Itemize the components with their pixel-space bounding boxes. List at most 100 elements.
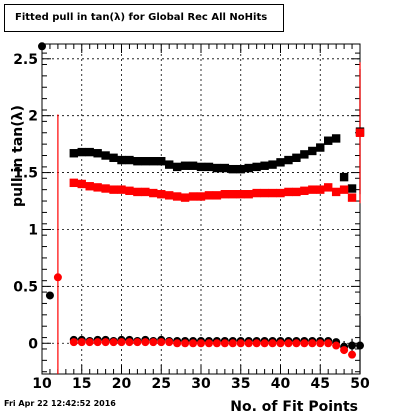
data-point-circle bbox=[149, 338, 158, 347]
marker-layer bbox=[38, 42, 365, 359]
data-point-square bbox=[339, 172, 349, 182]
x-tick-label: 35 bbox=[231, 376, 250, 392]
tick-layer: 10 15 20 25 30 35 40 45 50 0 0.5 1 1.5 2 2.5 bbox=[13, 44, 370, 392]
data-point-square bbox=[69, 178, 78, 188]
data-point-square bbox=[101, 184, 110, 193]
data-point-circle bbox=[204, 339, 213, 348]
data-point-circle bbox=[276, 339, 285, 348]
data-point-circle bbox=[348, 350, 357, 359]
data-point-square bbox=[85, 147, 94, 157]
data-point-circle bbox=[117, 338, 126, 347]
x-tick-label: 15 bbox=[72, 376, 91, 392]
x-tick-label: 25 bbox=[152, 376, 171, 392]
data-point-circle bbox=[173, 339, 182, 348]
data-point-square bbox=[220, 190, 230, 199]
data-point-square bbox=[324, 136, 333, 145]
data-point-circle bbox=[38, 42, 46, 51]
data-point-circle bbox=[348, 341, 357, 350]
data-point-circle bbox=[85, 338, 94, 347]
grid-layer bbox=[42, 44, 360, 374]
data-point-square bbox=[284, 155, 293, 165]
chart-title-suffix: ) for Global Rec All NoHits bbox=[120, 12, 268, 23]
x-axis-label: No. of Fit Points bbox=[230, 399, 358, 414]
data-point-circle bbox=[165, 338, 174, 347]
data-point-square bbox=[133, 157, 142, 166]
data-point-square bbox=[212, 191, 222, 200]
data-point-square bbox=[260, 188, 269, 198]
data-point-square bbox=[180, 193, 190, 202]
data-point-square bbox=[180, 161, 190, 170]
data-point-circle bbox=[45, 291, 54, 300]
data-point-circle bbox=[324, 339, 333, 348]
data-point-square bbox=[228, 190, 237, 199]
data-point-square bbox=[347, 193, 357, 202]
data-point-circle bbox=[77, 338, 86, 347]
data-point-square bbox=[292, 187, 301, 197]
data-point-square bbox=[188, 161, 198, 170]
data-point-square bbox=[93, 149, 102, 158]
data-point-circle bbox=[236, 339, 245, 348]
data-point-circle bbox=[284, 339, 293, 348]
data-point-square bbox=[172, 192, 182, 201]
data-point-square bbox=[236, 190, 245, 199]
data-point-circle bbox=[212, 339, 221, 348]
data-point-circle bbox=[356, 341, 364, 350]
data-point-square bbox=[165, 191, 174, 200]
footer-timestamp: Fri Apr 22 12:42:52 2016 bbox=[4, 399, 116, 408]
data-point-square bbox=[284, 187, 293, 197]
chart-title: Fitted pull in tan(λ) for Global Rec All… bbox=[4, 4, 284, 32]
data-point-square bbox=[109, 153, 118, 162]
data-point-square bbox=[276, 188, 285, 198]
y-axis-label: pull in tan(λ) bbox=[10, 105, 26, 207]
y-tick-label: 1.5 bbox=[13, 166, 38, 182]
data-point-circle bbox=[181, 339, 190, 348]
data-point-circle bbox=[340, 346, 349, 355]
data-point-square bbox=[196, 192, 206, 201]
data-point-circle bbox=[228, 339, 237, 348]
data-point-circle bbox=[244, 339, 253, 348]
data-point-square bbox=[292, 153, 301, 162]
data-point-square bbox=[228, 164, 237, 174]
data-point-square bbox=[69, 149, 78, 158]
data-point-circle bbox=[316, 339, 325, 348]
data-point-square bbox=[149, 157, 158, 166]
data-point-square bbox=[77, 147, 86, 157]
data-point-square bbox=[300, 186, 309, 195]
data-point-square bbox=[125, 155, 134, 165]
data-point-circle bbox=[292, 339, 301, 348]
data-point-circle bbox=[125, 338, 134, 347]
data-point-square bbox=[77, 179, 86, 189]
y-axis-label-text: pull in tan(λ) bbox=[10, 105, 26, 207]
data-point-circle bbox=[197, 339, 205, 348]
data-point-square bbox=[212, 163, 222, 173]
data-point-square bbox=[316, 185, 325, 194]
data-point-square bbox=[268, 188, 277, 198]
data-point-square bbox=[141, 187, 150, 197]
data-point-square bbox=[252, 188, 261, 198]
data-point-square bbox=[331, 134, 341, 143]
data-point-square bbox=[188, 192, 198, 201]
data-point-square bbox=[252, 162, 261, 172]
data-point-square bbox=[149, 188, 158, 198]
data-point-circle bbox=[189, 339, 198, 348]
data-point-circle bbox=[260, 339, 269, 348]
data-point-square bbox=[308, 146, 317, 156]
data-point-circle bbox=[252, 339, 261, 348]
data-point-square bbox=[117, 185, 126, 194]
chart-title-prefix: Fitted pull in tan( bbox=[15, 12, 115, 23]
y-tick-label: 2 bbox=[28, 109, 38, 125]
data-point-square bbox=[109, 185, 118, 194]
data-point-square bbox=[268, 160, 277, 169]
data-point-square bbox=[133, 187, 142, 197]
x-tick-label: 45 bbox=[311, 376, 330, 392]
data-point-square bbox=[276, 158, 285, 167]
data-point-square bbox=[347, 184, 357, 193]
data-point-square bbox=[157, 190, 166, 199]
data-point-square bbox=[260, 161, 269, 170]
data-point-circle bbox=[133, 338, 142, 347]
x-tick-label: 20 bbox=[112, 376, 132, 392]
data-point-circle bbox=[101, 338, 110, 347]
data-point-square bbox=[339, 185, 349, 194]
data-point-square bbox=[157, 157, 166, 166]
